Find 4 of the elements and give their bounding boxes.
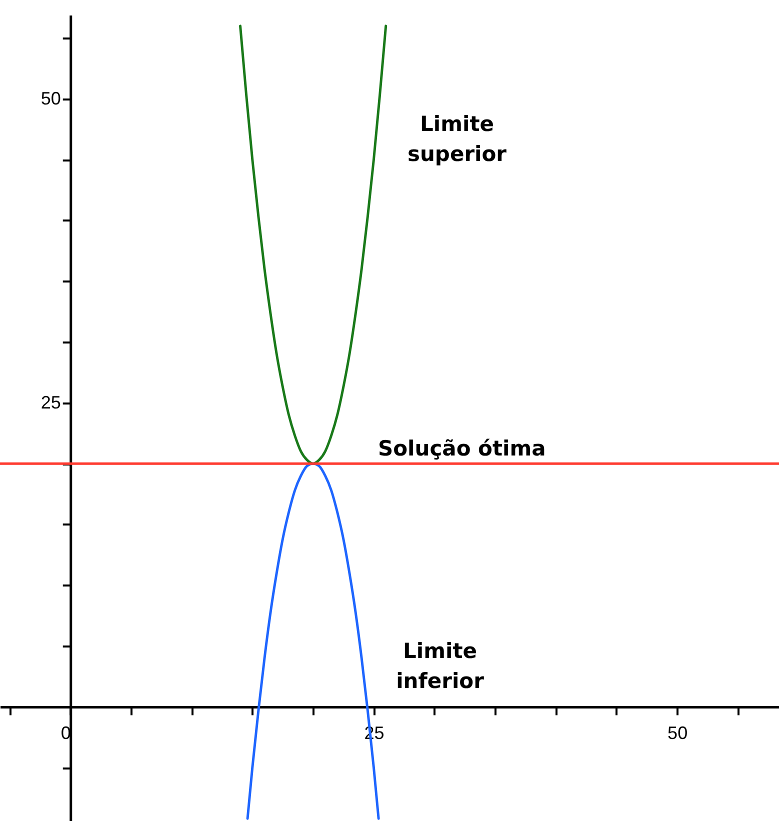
ref-line-label: Solução ótima — [378, 436, 546, 461]
series-label: Limite superior — [407, 112, 508, 166]
x-tick-label: 50 — [668, 723, 688, 744]
series-label: Limite inferior — [396, 639, 485, 693]
